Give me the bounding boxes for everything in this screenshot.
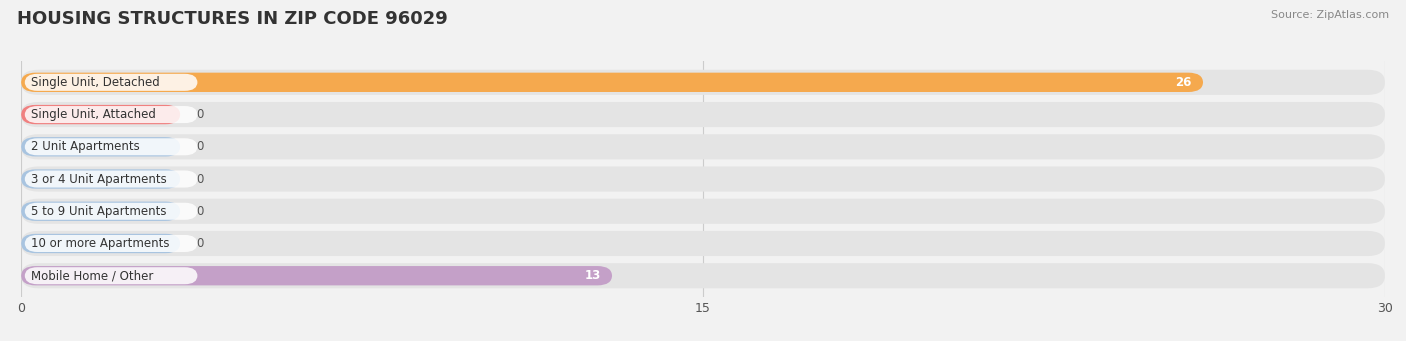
FancyBboxPatch shape (21, 199, 1385, 224)
Text: 5 to 9 Unit Apartments: 5 to 9 Unit Apartments (31, 205, 166, 218)
FancyBboxPatch shape (25, 235, 197, 252)
FancyBboxPatch shape (21, 234, 180, 253)
Text: 0: 0 (195, 108, 204, 121)
FancyBboxPatch shape (21, 105, 180, 124)
FancyBboxPatch shape (21, 263, 1385, 288)
FancyBboxPatch shape (25, 74, 197, 91)
Text: 0: 0 (195, 237, 204, 250)
Text: 2 Unit Apartments: 2 Unit Apartments (31, 140, 139, 153)
Text: 3 or 4 Unit Apartments: 3 or 4 Unit Apartments (31, 173, 167, 186)
FancyBboxPatch shape (25, 138, 197, 155)
Text: 13: 13 (585, 269, 600, 282)
FancyBboxPatch shape (21, 73, 1204, 92)
Text: 0: 0 (195, 205, 204, 218)
FancyBboxPatch shape (25, 203, 197, 220)
Text: Source: ZipAtlas.com: Source: ZipAtlas.com (1271, 10, 1389, 20)
FancyBboxPatch shape (21, 202, 180, 221)
FancyBboxPatch shape (21, 70, 1385, 95)
FancyBboxPatch shape (21, 169, 180, 189)
FancyBboxPatch shape (21, 134, 1385, 159)
FancyBboxPatch shape (21, 102, 1385, 127)
FancyBboxPatch shape (21, 231, 1385, 256)
Text: 0: 0 (195, 140, 204, 153)
FancyBboxPatch shape (21, 166, 1385, 192)
Text: 10 or more Apartments: 10 or more Apartments (31, 237, 170, 250)
FancyBboxPatch shape (25, 267, 197, 284)
FancyBboxPatch shape (25, 170, 197, 188)
Text: Single Unit, Detached: Single Unit, Detached (31, 76, 160, 89)
Text: HOUSING STRUCTURES IN ZIP CODE 96029: HOUSING STRUCTURES IN ZIP CODE 96029 (17, 10, 447, 28)
FancyBboxPatch shape (21, 266, 612, 285)
Text: 0: 0 (195, 173, 204, 186)
FancyBboxPatch shape (21, 137, 180, 157)
Text: 26: 26 (1175, 76, 1192, 89)
Text: Single Unit, Attached: Single Unit, Attached (31, 108, 156, 121)
Text: Mobile Home / Other: Mobile Home / Other (31, 269, 153, 282)
FancyBboxPatch shape (25, 106, 197, 123)
